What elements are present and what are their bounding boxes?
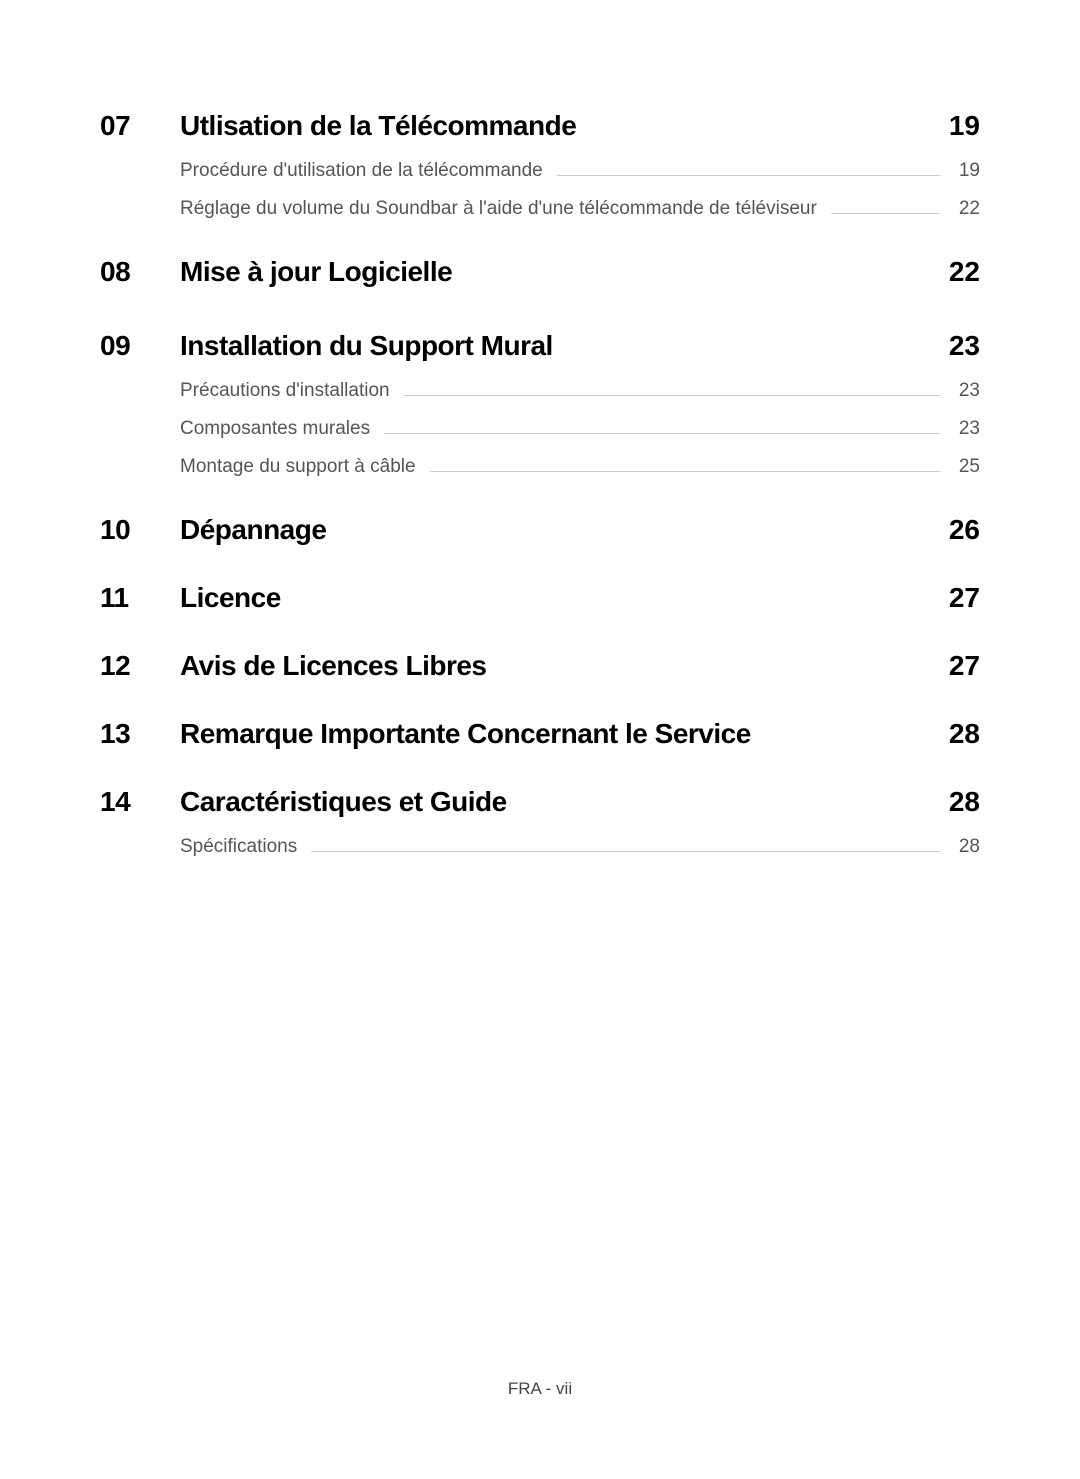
section-page: 19 [920, 110, 980, 142]
section-title: Utlisation de la Télécommande [180, 110, 920, 142]
leader-line [831, 213, 940, 214]
toc-sub-row: Précautions d'installation 23 [100, 380, 980, 402]
toc-section-11: 11 Licence 27 [100, 582, 980, 614]
leader-line [311, 851, 940, 852]
section-title: Avis de Licences Libres [180, 650, 920, 682]
section-title: Mise à jour Logicielle [180, 256, 920, 288]
sub-page: 23 [950, 418, 980, 440]
section-title: Remarque Importante Concernant le Servic… [180, 718, 920, 750]
toc-sub-row: Montage du support à câble 25 [100, 456, 980, 478]
leader-line [557, 175, 940, 176]
sub-page: 19 [950, 160, 980, 182]
toc-sub-row: Procédure d'utilisation de la télécomman… [100, 160, 980, 182]
toc-section-13: 13 Remarque Importante Concernant le Ser… [100, 718, 980, 750]
section-page: 28 [920, 718, 980, 750]
sub-title: Composantes murales [180, 418, 370, 440]
leader-line [430, 471, 940, 472]
sub-title: Réglage du volume du Soundbar à l'aide d… [180, 198, 817, 220]
leader-line [404, 395, 940, 396]
toc-section-10: 10 Dépannage 26 [100, 514, 980, 546]
leader-line [384, 433, 940, 434]
section-title: Licence [180, 582, 920, 614]
section-number: 09 [100, 330, 180, 362]
section-page: 27 [920, 650, 980, 682]
section-number: 10 [100, 514, 180, 546]
section-number: 14 [100, 786, 180, 818]
sub-title: Montage du support à câble [180, 456, 416, 478]
section-number: 07 [100, 110, 180, 142]
sub-page: 23 [950, 380, 980, 402]
toc-page: 07 Utlisation de la Télécommande 19 Proc… [0, 0, 1080, 858]
section-page: 23 [920, 330, 980, 362]
toc-subs-14: Spécifications 28 [100, 836, 980, 858]
toc-section-14: 14 Caractéristiques et Guide 28 [100, 786, 980, 818]
toc-section-09: 09 Installation du Support Mural 23 [100, 330, 980, 362]
sub-page: 28 [950, 836, 980, 858]
toc-sub-row: Réglage du volume du Soundbar à l'aide d… [100, 198, 980, 220]
sub-page: 25 [950, 456, 980, 478]
toc-subs-09: Précautions d'installation 23 Composante… [100, 380, 980, 478]
section-page: 28 [920, 786, 980, 818]
section-title: Installation du Support Mural [180, 330, 920, 362]
toc-section-07: 07 Utlisation de la Télécommande 19 [100, 110, 980, 142]
section-title: Dépannage [180, 514, 920, 546]
toc-sub-row: Composantes murales 23 [100, 418, 980, 440]
section-number: 13 [100, 718, 180, 750]
toc-sub-row: Spécifications 28 [100, 836, 980, 858]
toc-section-08: 08 Mise à jour Logicielle 22 [100, 256, 980, 288]
section-number: 08 [100, 256, 180, 288]
section-page: 26 [920, 514, 980, 546]
sub-page: 22 [950, 198, 980, 220]
toc-section-12: 12 Avis de Licences Libres 27 [100, 650, 980, 682]
section-page: 22 [920, 256, 980, 288]
page-footer: FRA - vii [0, 1379, 1080, 1399]
sub-title: Précautions d'installation [180, 380, 390, 402]
section-title: Caractéristiques et Guide [180, 786, 920, 818]
sub-title: Procédure d'utilisation de la télécomman… [180, 160, 543, 182]
sub-title: Spécifications [180, 836, 297, 858]
section-number: 11 [100, 582, 180, 614]
toc-subs-07: Procédure d'utilisation de la télécomman… [100, 160, 980, 220]
section-number: 12 [100, 650, 180, 682]
section-page: 27 [920, 582, 980, 614]
